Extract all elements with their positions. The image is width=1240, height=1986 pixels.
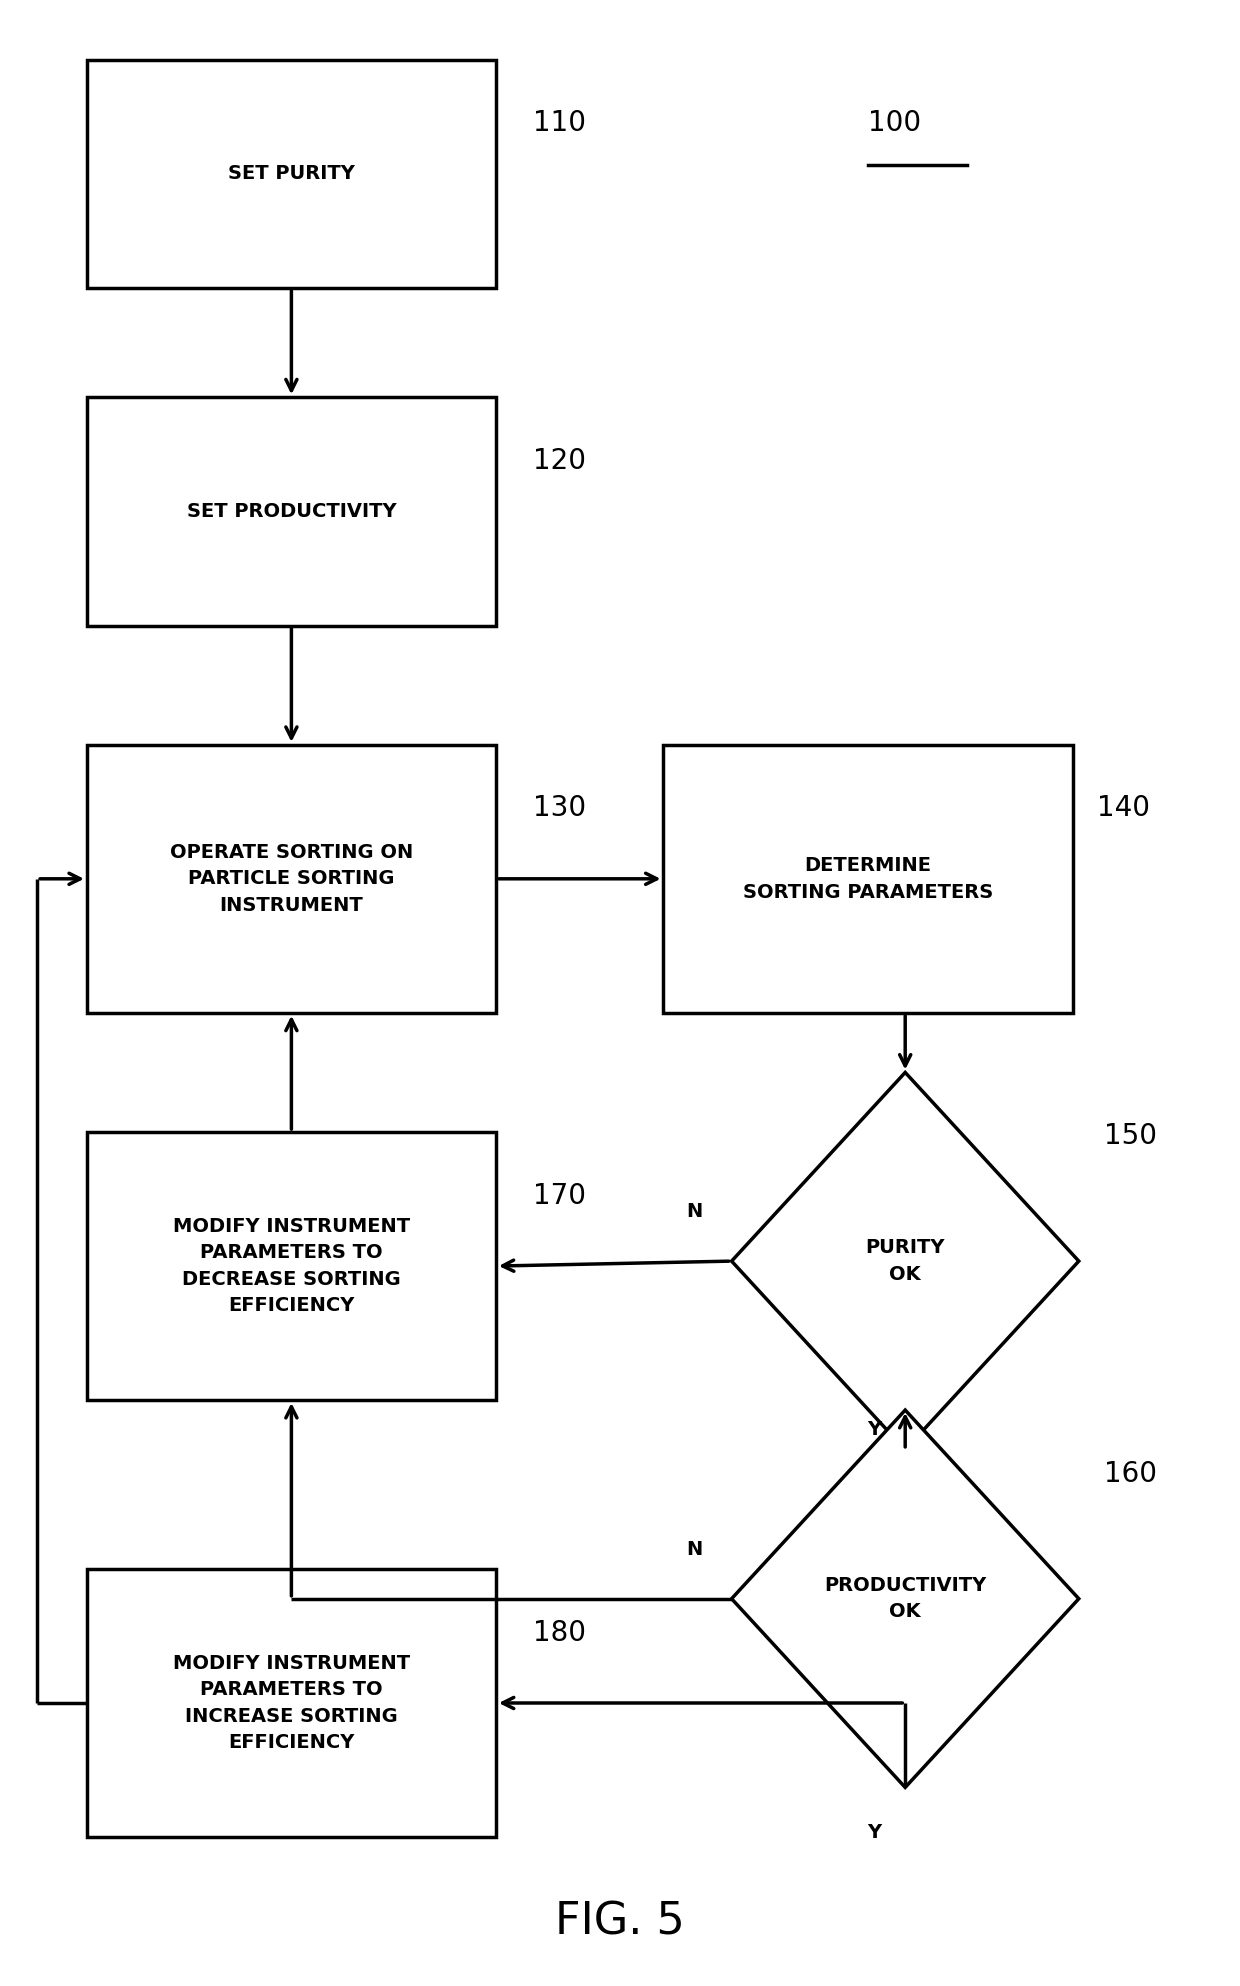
Text: 170: 170 (533, 1182, 587, 1209)
Text: PURITY
OK: PURITY OK (866, 1239, 945, 1283)
Text: 110: 110 (533, 109, 587, 137)
Text: Y: Y (867, 1823, 882, 1843)
Text: N: N (686, 1539, 703, 1559)
Text: 150: 150 (1104, 1122, 1157, 1150)
Text: 160: 160 (1104, 1460, 1157, 1488)
Text: 100: 100 (868, 109, 921, 137)
Text: 120: 120 (533, 447, 587, 475)
Bar (87, 1132, 496, 1400)
Bar (87, 1569, 496, 1837)
Polygon shape (732, 1072, 1079, 1450)
Text: SET PURITY: SET PURITY (228, 165, 355, 183)
Text: SET PRODUCTIVITY: SET PRODUCTIVITY (186, 502, 397, 520)
Text: FIG. 5: FIG. 5 (556, 1901, 684, 1944)
Text: Y: Y (867, 1420, 882, 1440)
Text: 130: 130 (533, 794, 587, 822)
Text: MODIFY INSTRUMENT
PARAMETERS TO
DECREASE SORTING
EFFICIENCY: MODIFY INSTRUMENT PARAMETERS TO DECREASE… (172, 1217, 410, 1315)
Text: DETERMINE
SORTING PARAMETERS: DETERMINE SORTING PARAMETERS (743, 856, 993, 902)
Text: MODIFY INSTRUMENT
PARAMETERS TO
INCREASE SORTING
EFFICIENCY: MODIFY INSTRUMENT PARAMETERS TO INCREASE… (172, 1654, 410, 1752)
Text: N: N (686, 1202, 703, 1221)
Text: PRODUCTIVITY
OK: PRODUCTIVITY OK (825, 1577, 986, 1621)
Text: 140: 140 (1097, 794, 1151, 822)
Text: OPERATE SORTING ON
PARTICLE SORTING
INSTRUMENT: OPERATE SORTING ON PARTICLE SORTING INST… (170, 842, 413, 916)
Polygon shape (732, 1410, 1079, 1787)
Text: 180: 180 (533, 1619, 587, 1646)
Bar (663, 745, 1073, 1013)
Bar (87, 60, 496, 288)
Bar (87, 745, 496, 1013)
Bar (87, 397, 496, 626)
